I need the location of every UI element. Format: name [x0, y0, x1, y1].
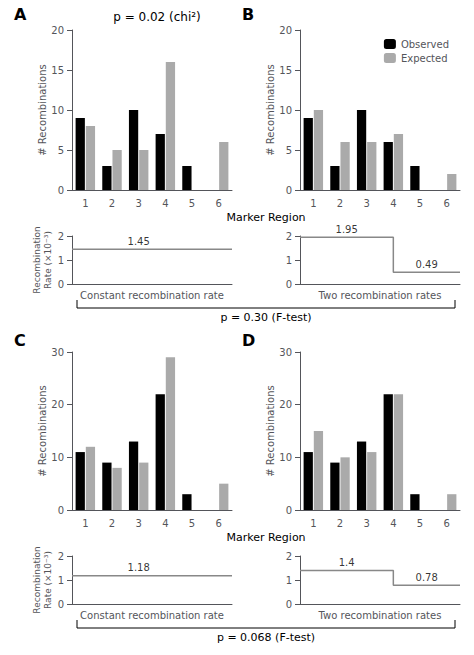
svg-text:Two recombination rates: Two recombination rates	[318, 290, 442, 301]
svg-text:5: 5	[417, 518, 423, 529]
svg-text:0.49: 0.49	[416, 259, 438, 270]
svg-text:4: 4	[390, 198, 396, 209]
svg-text:5: 5	[286, 145, 292, 156]
svg-text:2: 2	[109, 198, 115, 209]
svg-text:5: 5	[189, 198, 195, 209]
svg-text:10: 10	[51, 452, 64, 463]
svg-text:0: 0	[58, 505, 64, 516]
svg-text:# Recombinations: # Recombinations	[265, 385, 276, 477]
svg-text:10: 10	[51, 105, 64, 116]
svg-text:p = 0.02 (chi²): p = 0.02 (chi²)	[113, 10, 201, 24]
svg-text:1: 1	[82, 518, 88, 529]
svg-text:15: 15	[51, 65, 64, 76]
svg-text:2: 2	[286, 551, 292, 562]
svg-text:4: 4	[390, 518, 396, 529]
svg-text:2: 2	[337, 518, 343, 529]
svg-text:0: 0	[286, 505, 292, 516]
svg-text:B: B	[242, 5, 254, 24]
svg-text:1.4: 1.4	[339, 557, 355, 568]
svg-text:# Recombinations: # Recombinations	[37, 64, 48, 156]
svg-text:1: 1	[58, 575, 64, 586]
svg-text:2: 2	[58, 231, 64, 242]
svg-text:3: 3	[363, 198, 369, 209]
svg-text:0.78: 0.78	[416, 572, 438, 583]
svg-text:20: 20	[51, 25, 64, 36]
svg-text:Constant recombination rate: Constant recombination rate	[80, 610, 224, 621]
svg-text:10: 10	[279, 452, 292, 463]
svg-text:5: 5	[58, 145, 64, 156]
svg-text:2: 2	[337, 198, 343, 209]
svg-text:3: 3	[363, 518, 369, 529]
svg-text:Expected: Expected	[401, 53, 448, 64]
svg-text:Two recombination rates: Two recombination rates	[318, 610, 442, 621]
svg-text:Rate (×10⁻³): Rate (×10⁻³)	[43, 551, 53, 609]
svg-text:1: 1	[310, 198, 316, 209]
svg-text:2: 2	[109, 518, 115, 529]
svg-text:2: 2	[58, 551, 64, 562]
svg-text:A: A	[14, 5, 27, 24]
svg-text:0: 0	[58, 279, 64, 290]
svg-text:p = 0.30 (F-test): p = 0.30 (F-test)	[220, 311, 311, 324]
svg-text:30: 30	[51, 347, 64, 358]
svg-text:5: 5	[189, 518, 195, 529]
svg-text:Recombination: Recombination	[32, 546, 42, 613]
svg-text:4: 4	[162, 198, 168, 209]
svg-text:Marker Region: Marker Region	[226, 211, 305, 224]
svg-text:1: 1	[82, 198, 88, 209]
svg-text:1.45: 1.45	[128, 236, 150, 247]
svg-text:6: 6	[215, 198, 221, 209]
svg-text:0: 0	[286, 279, 292, 290]
svg-text:Observed: Observed	[401, 39, 449, 50]
svg-text:0: 0	[58, 599, 64, 610]
svg-text:30: 30	[279, 347, 292, 358]
svg-text:6: 6	[215, 518, 221, 529]
svg-text:0: 0	[286, 599, 292, 610]
svg-text:1: 1	[286, 575, 292, 586]
svg-text:Rate (×10⁻³): Rate (×10⁻³)	[43, 231, 53, 289]
svg-text:Marker Region: Marker Region	[226, 531, 305, 544]
svg-text:10: 10	[279, 105, 292, 116]
svg-text:1: 1	[286, 255, 292, 266]
svg-text:2: 2	[286, 231, 292, 242]
svg-text:1.18: 1.18	[128, 562, 150, 573]
svg-text:20: 20	[279, 399, 292, 410]
svg-text:# Recombinations: # Recombinations	[265, 64, 276, 156]
svg-text:6: 6	[443, 518, 449, 529]
svg-text:C: C	[14, 331, 26, 350]
svg-text:20: 20	[51, 399, 64, 410]
svg-text:20: 20	[279, 25, 292, 36]
svg-text:1: 1	[310, 518, 316, 529]
svg-text:p = 0.068 (F-test): p = 0.068 (F-test)	[217, 631, 315, 644]
svg-text:3: 3	[135, 198, 141, 209]
svg-text:4: 4	[162, 518, 168, 529]
svg-text:# Recombinations: # Recombinations	[37, 385, 48, 477]
svg-text:1.95: 1.95	[336, 224, 358, 235]
svg-text:Recombination: Recombination	[32, 226, 42, 293]
svg-text:Constant recombination rate: Constant recombination rate	[80, 290, 224, 301]
svg-text:5: 5	[417, 198, 423, 209]
svg-text:0: 0	[286, 185, 292, 196]
svg-text:1: 1	[58, 255, 64, 266]
svg-text:3: 3	[135, 518, 141, 529]
svg-text:0: 0	[58, 185, 64, 196]
svg-text:15: 15	[279, 65, 292, 76]
svg-text:6: 6	[443, 198, 449, 209]
svg-text:D: D	[242, 331, 255, 350]
